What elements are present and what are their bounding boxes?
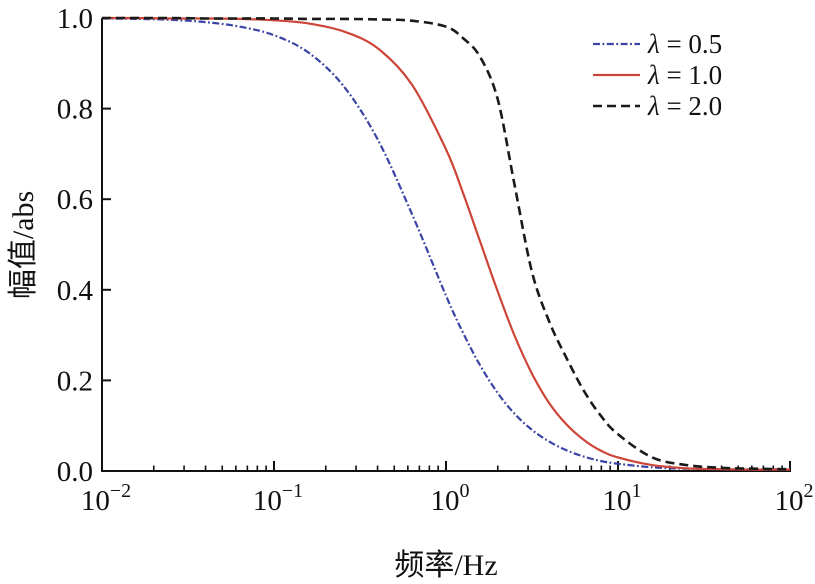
y-tick-label: 0.2 — [57, 365, 93, 397]
legend-label: λ = 0.5 — [647, 29, 722, 59]
x-axis-title: 频率/Hz — [394, 549, 498, 582]
x-tick-label: 102 — [775, 480, 814, 517]
legend-item: λ = 2.0 — [593, 91, 722, 121]
y-tick-label: 0.6 — [57, 184, 93, 216]
y-tick-label: 0.0 — [57, 456, 93, 488]
legend-label: λ = 1.0 — [647, 60, 722, 90]
x-tick-label: 10−1 — [253, 480, 303, 517]
x-tick-label: 100 — [431, 480, 470, 517]
y-axis-title: 幅值/abs — [7, 190, 40, 300]
y-tick-label: 0.8 — [57, 94, 93, 126]
x-tick-label: 10−2 — [81, 480, 131, 517]
curve-lambda-2.0 — [102, 16, 791, 471]
legend-item: λ = 0.5 — [593, 29, 722, 59]
y-tick-label: 0.4 — [57, 275, 94, 307]
x-tick-label: 101 — [603, 480, 642, 517]
y-tick-label: 1.0 — [57, 3, 93, 35]
legend-label: λ = 2.0 — [647, 91, 722, 121]
legend-item: λ = 1.0 — [593, 60, 722, 90]
curve-lambda-0.5 — [101, 17, 790, 471]
